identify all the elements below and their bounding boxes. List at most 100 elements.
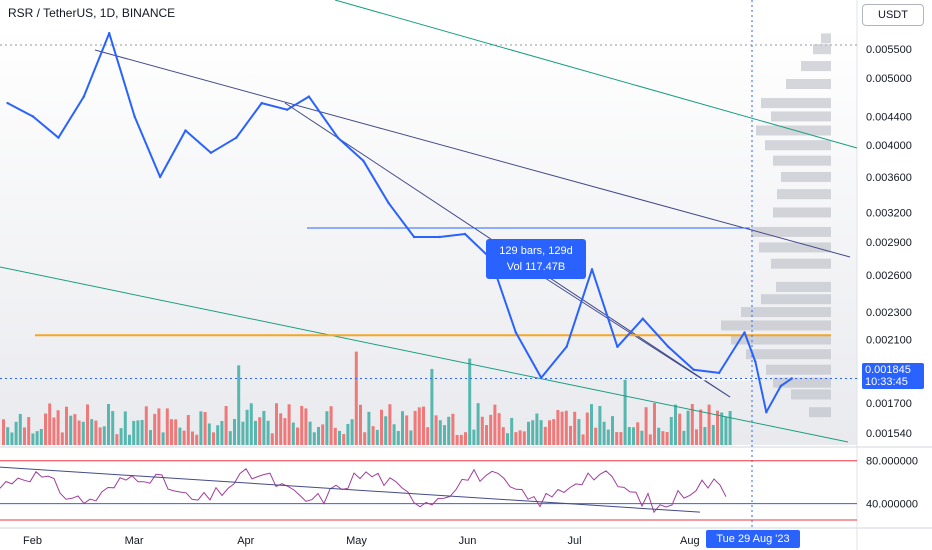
volume-bar-46: [195, 434, 199, 445]
volume-bar-104: [438, 420, 442, 445]
volume-bar-123: [518, 430, 522, 445]
volume-bar-97: [409, 430, 413, 445]
last-price-value: 0.001845: [865, 364, 911, 376]
volume-bar-47: [199, 411, 203, 445]
volume-bar-172: [724, 417, 728, 445]
profile-bar-24: [809, 407, 831, 418]
volume-bar-154: [648, 434, 652, 445]
price-point-6: [158, 175, 162, 179]
volume-bar-16: [69, 415, 73, 445]
volume-bar-153: [644, 407, 648, 445]
volume-bar-130: [548, 420, 551, 445]
price-tick-7: 0.002600: [866, 270, 912, 282]
price-point-7: [184, 129, 187, 132]
price-point-4: [108, 32, 111, 35]
volume-bar-132: [556, 410, 560, 445]
volume-bar-89: [375, 429, 379, 445]
volume-bar-24: [102, 426, 106, 445]
volume-bar-107: [451, 413, 455, 445]
volume-bar-44: [186, 415, 190, 445]
time-tick-6: Aug: [680, 535, 700, 547]
volume-bar-169: [711, 424, 715, 445]
volume-bar-81: [342, 434, 346, 445]
price-point-24: [616, 345, 619, 348]
volume-bar-55: [233, 419, 236, 445]
price-tick-0: 0.005500: [866, 44, 912, 56]
volume-bar-5: [23, 427, 26, 445]
volume-bar-106: [447, 416, 451, 445]
countdown: 10:33:45: [865, 376, 908, 388]
volume-bar-164: [690, 404, 694, 445]
volume-bar-151: [636, 422, 640, 445]
volume-bar-29: [123, 411, 127, 445]
profile-bar-18: [721, 320, 831, 331]
profile-bar-16: [761, 294, 831, 305]
volume-bar-117: [493, 404, 497, 445]
price-tick-8: 0.002300: [866, 307, 912, 319]
volume-bar-157: [661, 431, 665, 445]
volume-bar-57: [241, 421, 245, 445]
volume-bar-60: [254, 420, 257, 445]
price-point-12: [307, 95, 311, 98]
price-point-0: [6, 101, 9, 105]
volume-bar-25: [107, 404, 110, 445]
channel-lower-line: [0, 266, 849, 443]
price-point-22: [565, 345, 568, 348]
volume-bars: [2, 351, 732, 445]
price-tick-4: 0.003600: [866, 172, 912, 184]
volume-bar-87: [367, 411, 371, 445]
volume-bar-71: [300, 405, 304, 445]
volume-bar-32: [136, 420, 140, 445]
volume-bar-121: [510, 417, 514, 445]
profile-bar-17: [741, 307, 831, 318]
volume-bar-167: [703, 427, 707, 445]
profile-bar-7: [765, 140, 831, 151]
measure-tooltip: 129 bars, 129d Vol 117.47B: [486, 239, 586, 279]
volume-bar-17: [73, 414, 77, 445]
profile-bar-8: [773, 155, 831, 166]
price-point-31: [765, 411, 768, 414]
price-point-23: [590, 268, 594, 271]
volume-bar-35: [149, 430, 152, 445]
price-tick-12: 0.001540: [866, 428, 912, 440]
profile-bar-0: [821, 33, 831, 44]
volume-bar-64: [270, 433, 274, 445]
volume-bar-59: [249, 403, 253, 445]
rsi-tick-1: 40.000000: [866, 499, 918, 511]
channel-upper-line: [334, 0, 858, 149]
profile-bar-12: [751, 226, 831, 237]
volume-bar-158: [665, 432, 669, 445]
price-tick-5: 0.003200: [866, 208, 912, 220]
volume-bar-118: [497, 413, 501, 445]
volume-bar-93: [392, 424, 396, 445]
time-tick-1: Mar: [125, 535, 144, 547]
profile-bar-10: [777, 189, 831, 200]
volume-bar-28: [119, 428, 123, 445]
volume-bar-76: [321, 424, 325, 445]
volume-bar-159: [669, 416, 673, 445]
time-tick-3: May: [346, 535, 367, 547]
volume-bar-113: [476, 403, 480, 445]
volume-bar-163: [686, 410, 690, 445]
volume-bar-49: [207, 423, 211, 445]
volume-bar-125: [527, 421, 530, 445]
price-point-27: [692, 368, 695, 371]
volume-bar-74: [312, 432, 316, 445]
volume-bar-115: [485, 425, 488, 445]
volume-bar-134: [564, 410, 568, 445]
volume-bar-141: [594, 427, 598, 445]
price-point-21: [540, 376, 543, 379]
volume-bar-155: [653, 403, 656, 445]
volume-bar-77: [325, 411, 329, 445]
profile-bar-9: [781, 171, 831, 182]
currency-button[interactable]: USDT: [862, 4, 924, 26]
volume-bar-105: [443, 425, 446, 445]
volume-bar-166: [699, 409, 703, 445]
volume-bar-99: [417, 407, 421, 445]
symbol-title: RSR / TetherUS, 1D, BINANCE: [8, 6, 176, 20]
profile-bar-1: [813, 44, 831, 55]
volume-bar-148: [623, 379, 627, 445]
volume-bar-70: [296, 427, 299, 445]
volume-bar-51: [216, 425, 220, 445]
